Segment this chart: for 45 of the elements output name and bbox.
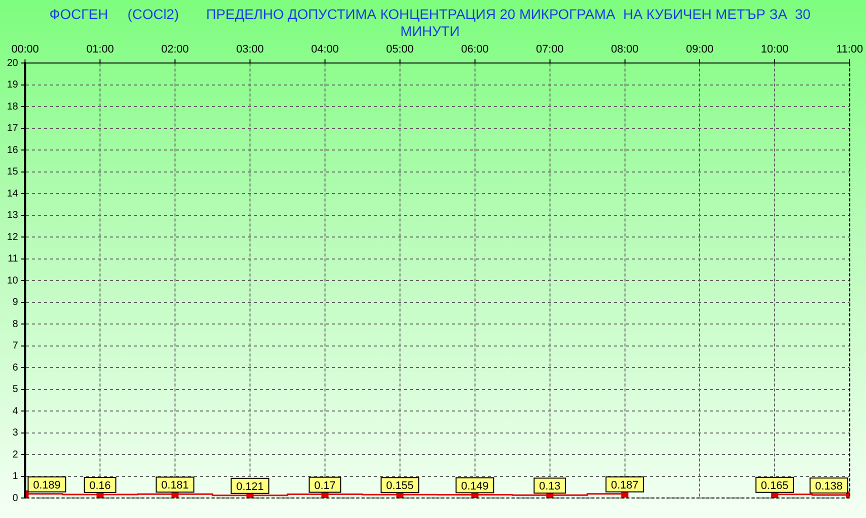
data-label: 0.189: [33, 479, 61, 492]
x-tick-label: 01:00: [86, 44, 114, 56]
data-label: 0.138: [815, 480, 843, 493]
y-tick-label: 4: [12, 406, 19, 417]
chart-title: ФОСГЕН (COCl2) ПРЕДЕЛНО ДОПУСТИМА КОНЦЕНТРАЦИЯ 20 МИКРОГРАМА НА КУБИЧЕН МЕТЪР ЗА 30 МИНУТИ: [48, 6, 812, 40]
y-tick-label: 14: [7, 188, 19, 200]
x-tick-label: 02:00: [161, 44, 189, 56]
y-tick-label: 10: [7, 275, 19, 286]
y-tick-label: 9: [12, 297, 19, 308]
x-tick-label: 05:00: [386, 44, 414, 56]
x-tick-label: 09:00: [686, 44, 714, 56]
y-tick-label: 18: [7, 101, 19, 112]
x-tick-label: 08:00: [611, 44, 639, 56]
data-label: 0.155: [386, 480, 414, 492]
y-tick-label: 5: [12, 384, 19, 396]
y-tick-label: 0: [12, 492, 19, 504]
x-tick-label: 06:00: [461, 44, 489, 56]
data-label: 0.121: [236, 480, 264, 493]
x-tick-label: 00:00: [11, 44, 39, 56]
data-label: 0.149: [461, 480, 489, 492]
x-tick-label: 10:00: [760, 44, 788, 56]
data-label: 0.165: [760, 480, 788, 492]
data-label: 0.13: [539, 480, 561, 493]
data-label: 0.16: [89, 480, 111, 492]
y-tick-label: 20: [7, 58, 19, 69]
y-tick-label: 17: [7, 123, 19, 134]
y-tick-label: 19: [7, 80, 19, 91]
y-tick-label: 15: [7, 166, 19, 178]
y-tick-label: 7: [12, 340, 19, 352]
y-tick-label: 6: [12, 362, 19, 374]
data-label: 0.187: [611, 479, 639, 492]
y-tick-label: 12: [7, 232, 19, 243]
y-tick-label: 1: [12, 471, 19, 482]
x-tick-label: 07:00: [536, 44, 564, 56]
y-tick-label: 13: [7, 210, 19, 222]
y-tick-label: 8: [12, 318, 19, 330]
x-tick-label: 04:00: [311, 44, 339, 56]
y-tick-label: 11: [8, 254, 19, 265]
y-tick-label: 2: [12, 449, 19, 460]
x-tick-label: 11:00: [836, 44, 864, 56]
y-tick-label: 16: [7, 144, 19, 156]
data-label: 0.17: [314, 480, 336, 492]
y-tick-label: 3: [12, 428, 19, 439]
data-label: 0.181: [161, 480, 189, 492]
x-tick-label: 03:00: [236, 44, 264, 56]
